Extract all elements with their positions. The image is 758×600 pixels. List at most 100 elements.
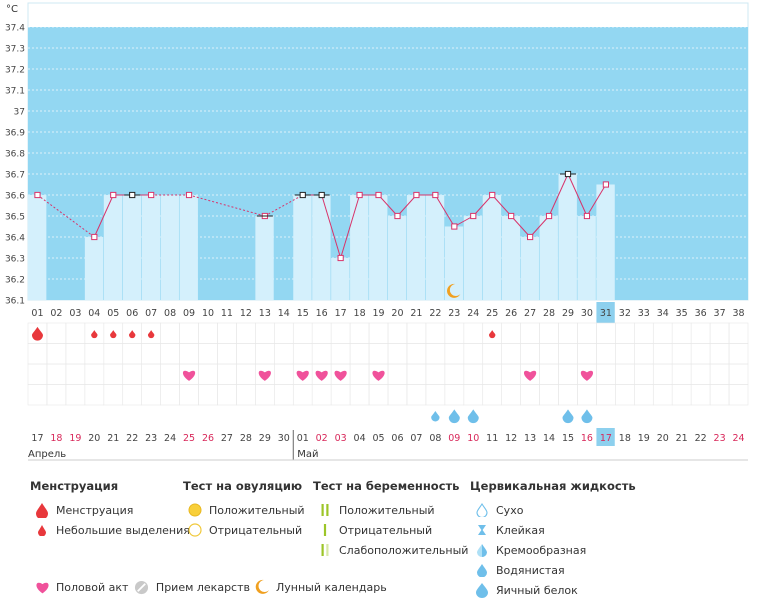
symbol-row-cell (577, 384, 597, 406)
temperature-bar (103, 195, 123, 300)
temperature-point (148, 191, 155, 199)
symbol-row-cell (65, 322, 86, 344)
legend-pregnancy-test: Тест на беременность Положительный Отриц… (313, 479, 468, 560)
symbol-row-cell (634, 384, 654, 406)
menstruation-light-icon (110, 330, 117, 339)
legend-item-pregnancy-positive: Положительный (313, 500, 468, 520)
symbol-row-cell (444, 363, 465, 385)
cycle-day-label: 20 (391, 308, 403, 319)
symbol-row-cell (539, 363, 559, 385)
symbol-row-cell (387, 363, 408, 385)
temperature-bar (444, 226, 464, 300)
temperature-point (129, 191, 136, 199)
legend-menstruation: Менструация Менструация Небольшие выделе… (30, 479, 190, 540)
temperature-bar (539, 216, 558, 300)
symbol-row-cell (387, 343, 408, 365)
legend-item-lunar: Лунный календарь (250, 577, 387, 597)
legend-item-eggwhite: Яичный белок (470, 580, 636, 600)
cycle-day-label: 05 (107, 308, 119, 319)
blood-drop-large-icon (30, 502, 54, 518)
cycle-day-label: 38 (732, 308, 744, 319)
symbol-row-cell (577, 343, 597, 365)
intercourse-heart-icon (580, 370, 594, 381)
symbol-row-cell (349, 322, 370, 344)
cervical-eggwhite-icon (467, 409, 479, 424)
legend-item-ovulation-negative: Отрицательный (183, 520, 305, 540)
y-tick-label: 36.8 (5, 150, 25, 160)
symbol-row-cell (690, 322, 711, 344)
calendar-date-label: 26 (202, 433, 214, 444)
menstruation-light-icon (129, 330, 136, 339)
symbol-row-cell (160, 363, 180, 385)
symbol-row-cell (236, 363, 256, 385)
symbol-row-cell (406, 363, 427, 385)
legend-label: Яичный белок (496, 583, 578, 597)
cycle-day-label: 22 (429, 308, 441, 319)
symbol-row-cell (217, 384, 237, 406)
temperature-segment (586, 184, 607, 217)
cervical-eggwhite-icon (581, 409, 593, 424)
symbol-row-cell (387, 322, 408, 344)
symbol-row-cell (46, 384, 67, 406)
cervical-eggwhite-icon (448, 409, 460, 424)
symbol-row-cell (311, 322, 332, 344)
symbol-row-cell (596, 363, 616, 385)
y-tick-label: 36.5 (5, 213, 25, 223)
symbol-row-cell (539, 384, 559, 406)
current-day-cell (596, 302, 615, 323)
symbol-row-cell (634, 322, 654, 344)
symbol-row-cell (406, 322, 427, 344)
double-green-bar-icon (313, 503, 337, 517)
temperature-bar (482, 195, 502, 300)
symbol-row-cell (46, 363, 67, 385)
legend-item-spotting: Небольшие выделения (30, 520, 190, 540)
symbol-row-cell (709, 343, 730, 365)
cycle-day-label: 04 (88, 308, 100, 319)
legend-item-pregnancy-faint: Слабоположительный (313, 540, 468, 560)
cycle-day-label: 32 (619, 308, 631, 319)
intercourse-heart-icon (523, 370, 537, 381)
cervical-watery-icon (431, 410, 440, 422)
intercourse-heart-icon (258, 370, 271, 381)
temperature-point (394, 212, 401, 220)
symbol-row-cell (709, 363, 730, 385)
symbol-row-cell (46, 322, 67, 344)
temperature-bar (388, 216, 407, 300)
temperature-point (337, 254, 344, 262)
legend-label: Отрицательный (339, 523, 433, 537)
intercourse-heart-icon (372, 370, 385, 381)
symbol-row-cell (46, 343, 67, 365)
symbol-row-cell (255, 384, 275, 406)
legend-item-creamy: Кремообразная (470, 540, 636, 560)
symbol-row-cell (728, 384, 749, 406)
symbol-row-cell (615, 322, 635, 344)
temperature-bar (28, 195, 47, 300)
cycle-day-label: 08 (164, 308, 176, 319)
symbol-row-cell (84, 384, 105, 406)
legend-label: Менструация (56, 503, 134, 517)
y-tick-label: 36.3 (5, 255, 25, 265)
symbol-row-cell (292, 384, 313, 406)
calendar-date-label: 04 (354, 433, 366, 444)
symbol-row-cell (634, 343, 654, 365)
temperature-point (91, 233, 98, 241)
menstruation-heavy-icon (31, 326, 43, 341)
symbol-row-cell (179, 343, 199, 365)
temperature-bar (596, 184, 615, 300)
symbol-row-cell (122, 343, 142, 365)
symbol-row-cell (274, 343, 294, 365)
cycle-day-label: 26 (505, 308, 517, 319)
legend-label: Положительный (209, 503, 305, 517)
bbt-chart: °C 36.1 36.2 36.3 36.4 36.5 36.6 36.7 36.8 36.9 3… (5, 2, 749, 461)
calendar-date-label: 22 (695, 433, 707, 444)
temperature-segment (93, 194, 114, 238)
temperature-bar (331, 258, 350, 300)
symbol-row-cell (255, 322, 275, 344)
symbol-row-cell (615, 363, 635, 385)
y-tick-label: 36.1 (5, 297, 25, 307)
symbol-row-cell (652, 384, 673, 406)
y-tick-label: 36.9 (5, 129, 25, 139)
cycle-day-label: 17 (335, 308, 347, 319)
cycle-day-label: 30 (581, 308, 593, 319)
symbol-row-cell (292, 322, 313, 344)
